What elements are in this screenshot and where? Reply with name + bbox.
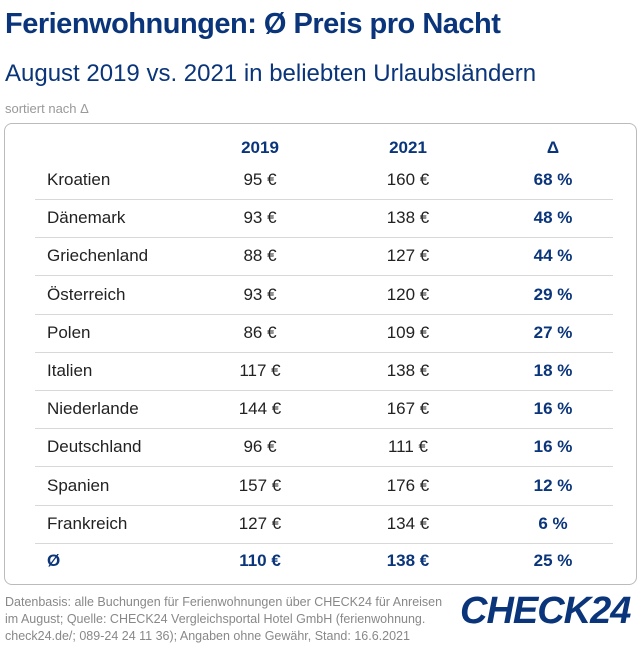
country-cell: Frankreich	[47, 513, 128, 533]
country-cell: Spanien	[47, 475, 110, 495]
table-row: Kroatien 95 € 160 € 68 %	[35, 161, 613, 200]
average-cell: Ø	[47, 551, 61, 570]
price-2019-cell: 127 €	[238, 513, 282, 533]
price-2019-cell: 95 €	[243, 170, 277, 189]
average-cell: 138 €	[386, 551, 430, 570]
delta-cell: 44 %	[533, 246, 573, 266]
delta-cell: 12 %	[533, 475, 573, 495]
country-cell: Griechenland	[47, 246, 149, 266]
country-cell: Deutschland	[47, 437, 142, 457]
price-2021-cell: 109 €	[386, 322, 430, 342]
country-cell: Österreich	[47, 284, 126, 304]
sort-note: sortiert nach Δ	[5, 101, 89, 116]
delta-cell: 6 %	[538, 513, 568, 533]
source-note: Datenbasis: alle Buchungen für Ferienwoh…	[5, 595, 443, 643]
price-2019-cell: 117 €	[239, 361, 281, 380]
header-cell: Δ	[546, 138, 560, 157]
country-cell: Italien	[47, 361, 93, 380]
price-2019-cell: 88 €	[243, 246, 277, 266]
price-2021-cell: 120 €	[386, 284, 430, 304]
header-cell: 2021	[389, 138, 427, 157]
check24-logo: CHECK24	[460, 590, 631, 632]
page-title: Ferienwohnungen: Ø Preis pro Nacht	[5, 8, 501, 40]
subtitle: August 2019 vs. 2021 in beliebten Urlaub…	[5, 60, 537, 87]
table-row: Dänemark 93 € 138 € 48 %	[35, 199, 613, 239]
price-2021-cell: 167 €	[386, 399, 430, 419]
price-2021-cell: 111 €	[387, 437, 429, 457]
table-row: Polen 86 € 109 € 27 %	[35, 314, 613, 353]
price-2021-cell: 138 €	[386, 208, 430, 228]
price-2019-cell: 144 €	[238, 399, 282, 419]
table-row: Österreich 93 € 120 € 29 %	[35, 276, 613, 315]
price-2019-cell: 96 €	[243, 437, 277, 457]
average-cell: 110 €	[239, 551, 281, 570]
delta-cell: 16 %	[533, 399, 573, 419]
price-2021-cell: 138 €	[386, 361, 430, 380]
price-2019-cell: 93 €	[243, 208, 277, 228]
table-row: Italien 117 € 138 € 18 %	[35, 352, 613, 391]
price-2019-cell: 86 €	[243, 322, 277, 342]
table-row: Spanien 157 € 176 € 12 %	[35, 467, 613, 506]
delta-cell: 16 %	[533, 437, 573, 457]
price-2019-cell: 157 €	[238, 475, 282, 495]
country-cell: Polen	[47, 322, 91, 342]
delta-cell: 18 %	[533, 361, 573, 380]
table-header: 2019 2021 Δ	[35, 129, 613, 167]
header-cell: 2019	[241, 138, 279, 157]
price-2019-cell: 93 €	[243, 284, 277, 304]
table-row: Frankreich 127 € 134 € 6 %	[35, 505, 613, 544]
price-table: 2019 2021 Δ Kroatien 95 € 160 € 68 % Dänemar…	[4, 123, 637, 585]
delta-cell: 68 %	[533, 170, 573, 189]
country-cell: Dänemark	[47, 208, 126, 228]
price-2021-cell: 134 €	[386, 513, 430, 533]
table-row: Griechenland 88 € 127 € 44 %	[35, 237, 613, 277]
table-row: Niederlande 144 € 167 € 16 %	[35, 390, 613, 430]
average-cell: 25 %	[533, 551, 573, 570]
table-row: Deutschland 96 € 111 € 16 %	[35, 428, 613, 468]
country-cell: Kroatien	[47, 170, 111, 189]
average-row: Ø 110 € 138 € 25 %	[35, 542, 613, 580]
country-cell: Niederlande	[47, 399, 139, 419]
delta-cell: 29 %	[533, 284, 573, 304]
delta-cell: 48 %	[533, 208, 573, 228]
price-2021-cell: 176 €	[386, 475, 430, 495]
price-2021-cell: 160 €	[386, 170, 430, 189]
delta-cell: 27 %	[533, 322, 573, 342]
price-2021-cell: 127 €	[386, 246, 430, 266]
